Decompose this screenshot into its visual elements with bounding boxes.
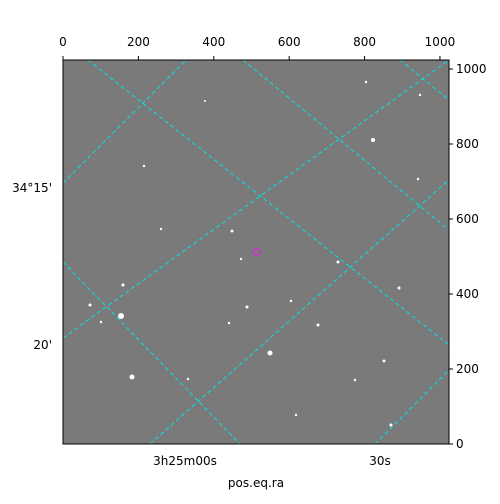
y-tick-label: 600 <box>456 212 479 226</box>
x-tick-label: 800 <box>353 35 376 49</box>
y-tick-label: 800 <box>456 137 479 151</box>
x-tick-label: 1000 <box>425 35 456 49</box>
dec-label: 34°15' <box>12 181 52 195</box>
x-tick-label: 200 <box>127 35 150 49</box>
x-tick-label: 400 <box>202 35 225 49</box>
ra-label: 3h25m00s <box>153 454 217 468</box>
y-tick-label: 400 <box>456 287 479 301</box>
marker <box>252 247 262 257</box>
y-tick-label: 1000 <box>456 62 487 76</box>
x-tick-label: 600 <box>278 35 301 49</box>
frame <box>62 59 450 445</box>
image <box>63 60 449 444</box>
dec-label: 20' <box>33 338 52 352</box>
stars <box>88 80 422 427</box>
coordinate-grid <box>62 59 450 445</box>
y-tick-label: 0 <box>456 437 464 451</box>
ra-label: 30s <box>369 454 391 468</box>
x-label: pos.eq.ra <box>228 476 284 490</box>
x-tick-label: 0 <box>59 35 67 49</box>
y-tick-label: 200 <box>456 362 479 376</box>
